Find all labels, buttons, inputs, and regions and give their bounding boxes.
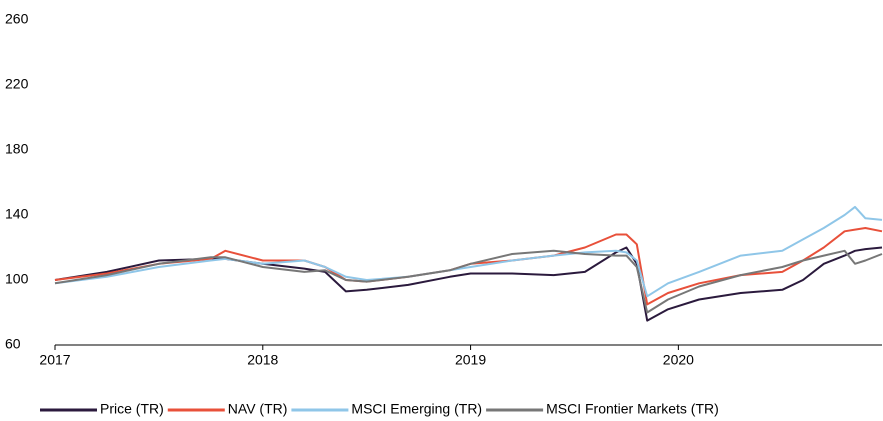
x-tick-label: 2017 bbox=[39, 352, 70, 368]
y-tick-label: 260 bbox=[5, 11, 29, 27]
legend-label: Price (TR) bbox=[100, 401, 164, 417]
series-line bbox=[54, 246, 883, 322]
legend-label: MSCI Emerging (TR) bbox=[351, 401, 482, 417]
y-tick-label: 220 bbox=[5, 76, 29, 92]
x-tick-label: 2019 bbox=[455, 352, 486, 368]
series-line bbox=[54, 249, 883, 314]
y-tick-label: 100 bbox=[5, 271, 29, 287]
legend-label: NAV (TR) bbox=[228, 401, 288, 417]
legend-label: MSCI Frontier Markets (TR) bbox=[546, 401, 719, 417]
x-tick-label: 2018 bbox=[247, 352, 278, 368]
y-tick-label: 180 bbox=[5, 141, 29, 157]
x-tick-label: 2020 bbox=[663, 352, 694, 368]
y-tick-label: 140 bbox=[5, 206, 29, 222]
series-line bbox=[54, 205, 883, 298]
series-line bbox=[54, 227, 883, 306]
y-tick-label: 60 bbox=[5, 336, 21, 352]
